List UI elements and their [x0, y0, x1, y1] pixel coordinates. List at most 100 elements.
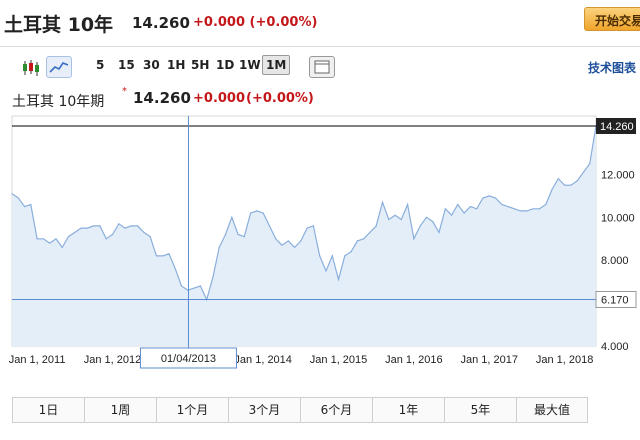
data-point [99, 225, 101, 227]
data-point [294, 246, 296, 248]
data-point [168, 253, 170, 255]
chart-change: +0.000 [193, 91, 246, 106]
data-point [344, 255, 346, 257]
data-point [564, 184, 566, 186]
data-point [180, 285, 183, 287]
series-area [12, 126, 596, 346]
data-point [312, 225, 314, 227]
x-tick-label: Jan 1, 2011 [9, 354, 66, 366]
interval-30[interactable]: 30 [143, 58, 160, 72]
data-point [325, 270, 327, 272]
data-point [488, 195, 490, 197]
data-point [476, 208, 478, 210]
data-point [570, 184, 572, 186]
range-max[interactable]: 最大值 [516, 397, 588, 423]
layout-icon[interactable] [309, 56, 335, 78]
data-point [300, 240, 302, 242]
data-point [551, 188, 553, 191]
start-trading-button[interactable]: 开始交易 [584, 7, 640, 31]
last-price: 14.260 [132, 14, 190, 32]
x-tick-label: Jan 1, 2012 [84, 354, 142, 366]
quote-header: 土耳其 10年 14.260 +0.000 (+0.00%) 开始交易 [0, 0, 640, 46]
interval-5h[interactable]: 5H [191, 58, 210, 72]
data-point [482, 197, 484, 199]
data-point [149, 236, 151, 238]
data-point [538, 208, 541, 210]
data-point [130, 225, 132, 227]
range-1-week[interactable]: 1周 [84, 397, 156, 423]
data-point [400, 218, 402, 221]
y-tick-label: 12.000 [601, 169, 635, 181]
range-5-years[interactable]: 5年 [444, 397, 516, 423]
data-point [17, 197, 19, 199]
data-point [507, 206, 509, 208]
data-point [287, 240, 289, 242]
data-point [162, 255, 164, 257]
range-1-year[interactable]: 1年 [372, 397, 444, 423]
data-point [24, 206, 26, 208]
chart-instrument-name: 土耳其 10年期 [12, 94, 105, 110]
data-point [463, 212, 465, 214]
data-point [281, 244, 283, 246]
interval-1d[interactable]: 1D [216, 58, 235, 72]
data-point [469, 206, 471, 208]
range-1-month[interactable]: 1个月 [156, 397, 228, 423]
data-point [375, 225, 377, 227]
data-point [80, 227, 82, 229]
data-point [576, 180, 578, 182]
data-point [155, 255, 157, 257]
range-selector: 1日 1周 1个月 3个月 6个月 1年 5年 最大值 [12, 397, 588, 423]
interval-1h[interactable]: 1H [167, 58, 186, 72]
data-point [582, 171, 585, 173]
data-point [174, 268, 176, 270]
interval-5[interactable]: 5 [96, 58, 105, 72]
data-point [501, 203, 503, 206]
range-6-months[interactable]: 6个月 [300, 397, 372, 423]
data-point [61, 246, 63, 248]
data-point [369, 231, 371, 233]
data-point [432, 221, 434, 223]
data-point [49, 242, 51, 244]
data-point [419, 225, 421, 227]
data-point [557, 178, 559, 180]
interval-1m[interactable]: 1M [262, 55, 291, 75]
interval-1w[interactable]: 1W [239, 58, 261, 72]
data-point [337, 278, 340, 281]
data-point [218, 246, 220, 248]
data-point [526, 210, 528, 212]
data-point [513, 208, 516, 210]
data-point [407, 203, 409, 206]
data-point [118, 223, 120, 225]
price-chart[interactable]: 14.26012.00010.0008.0006.0004.0006.170Ja… [0, 114, 640, 394]
data-point [105, 238, 107, 240]
data-point [457, 203, 459, 206]
data-point [137, 225, 139, 227]
crosshair-value-label: 6.170 [601, 294, 629, 306]
interval-15[interactable]: 15 [118, 58, 135, 72]
data-point [438, 231, 440, 233]
data-point [93, 225, 95, 227]
last-price-label: 14.260 [600, 121, 634, 133]
data-point [306, 227, 308, 229]
last-price-badge [596, 118, 636, 134]
line-chart-icon[interactable] [46, 56, 72, 78]
data-point [42, 238, 45, 240]
data-point [256, 210, 258, 212]
data-point [275, 238, 277, 240]
data-point [212, 276, 214, 278]
range-1-day[interactable]: 1日 [12, 397, 84, 423]
technical-chart-link[interactable]: 技术图表 [587, 61, 636, 75]
crosshair-date-label: 01/04/2013 [161, 353, 216, 365]
candlestick-icon[interactable] [17, 56, 43, 78]
data-point [425, 216, 428, 218]
data-point [381, 201, 384, 203]
price-change: +0.000 (+0.00%) [193, 15, 318, 30]
data-point [350, 251, 352, 253]
chart-header: 土耳其 10年期 * 14.260 +0.000 (+0.00%) [0, 86, 640, 114]
data-point [67, 236, 70, 238]
data-point [331, 255, 333, 257]
x-tick-label: Jan 1, 2016 [385, 354, 443, 366]
data-point [589, 163, 591, 165]
chart-marker: * [122, 86, 127, 97]
range-3-months[interactable]: 3个月 [228, 397, 300, 423]
